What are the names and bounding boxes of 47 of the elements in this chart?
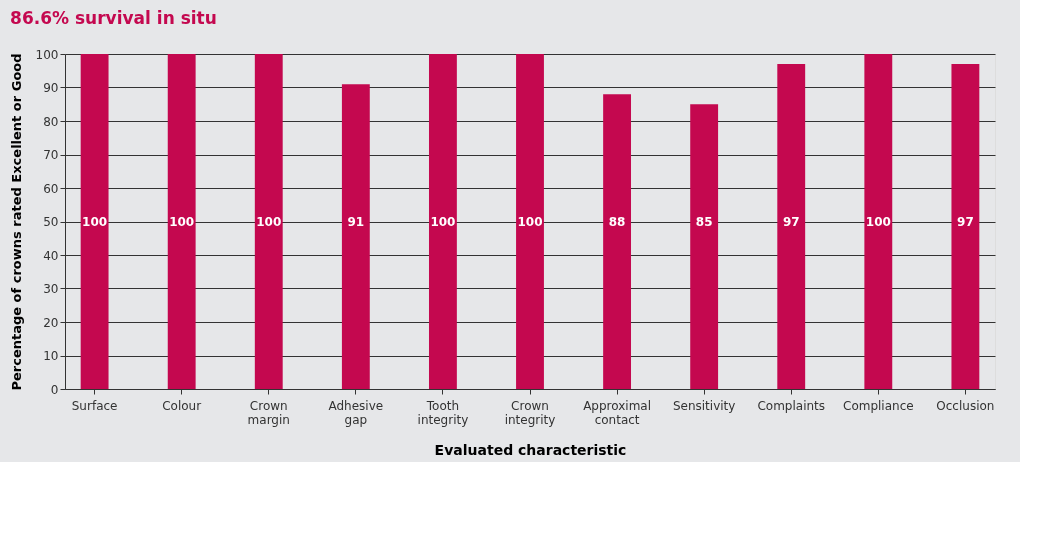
bar: [341, 84, 370, 389]
bar: [80, 54, 109, 389]
bar: [690, 104, 719, 389]
x-tick-label: Tooth integrity: [417, 398, 469, 427]
y-tick-label: 60: [43, 181, 59, 196]
x-tick-label: Complaints: [757, 398, 826, 413]
data-label: 100: [256, 214, 282, 229]
x-tick-label: Compliance: [842, 398, 914, 413]
data-label: 100: [430, 214, 456, 229]
x-tick-label: Crown margin: [247, 398, 290, 427]
bar: [777, 64, 806, 389]
y-tick-label: 80: [43, 114, 59, 129]
x-tick-label: Sensitivity: [672, 398, 736, 413]
y-tick-label: 30: [43, 282, 59, 296]
data-label: 91: [347, 214, 365, 229]
x-axis-title: Evaluated characteristic: [434, 441, 627, 458]
bar: [864, 54, 893, 389]
data-label: 100: [169, 214, 195, 229]
bar: [254, 54, 283, 389]
data-label: 100: [82, 214, 108, 229]
data-label: 100: [517, 214, 543, 229]
x-tick-label: Surface: [71, 398, 118, 413]
y-tick-label: 100: [35, 47, 59, 62]
data-label: 88: [608, 214, 626, 229]
y-tick-label: 40: [43, 248, 59, 263]
chart-title: 86.6% survival in situ: [10, 8, 217, 28]
y-tick-label: 0: [50, 382, 59, 397]
x-tick-label: Approximal contact: [583, 398, 652, 427]
y-axis-title: Percentage of crowns rated Excellent or Good: [8, 53, 24, 391]
y-tick-label: 20: [43, 315, 59, 330]
y-tick-label: 70: [43, 148, 59, 162]
y-tick-label: 90: [43, 81, 59, 95]
bar: [167, 54, 196, 389]
y-tick-label: 50: [43, 215, 59, 229]
data-label: 100: [865, 214, 891, 229]
bar: [951, 64, 980, 389]
data-label: 85: [695, 214, 713, 229]
data-label: 97: [782, 214, 800, 229]
x-tick-label: Occlusion: [936, 398, 995, 413]
x-tick-label: Adhesive gap: [328, 398, 384, 427]
x-tick-label: Colour: [162, 398, 202, 413]
data-label: 97: [957, 214, 974, 229]
bar: [428, 54, 457, 389]
y-tick-label: 10: [43, 349, 59, 363]
x-tick-label: Crown integrity: [504, 398, 556, 427]
bar: [603, 94, 632, 389]
bar: [516, 54, 544, 389]
